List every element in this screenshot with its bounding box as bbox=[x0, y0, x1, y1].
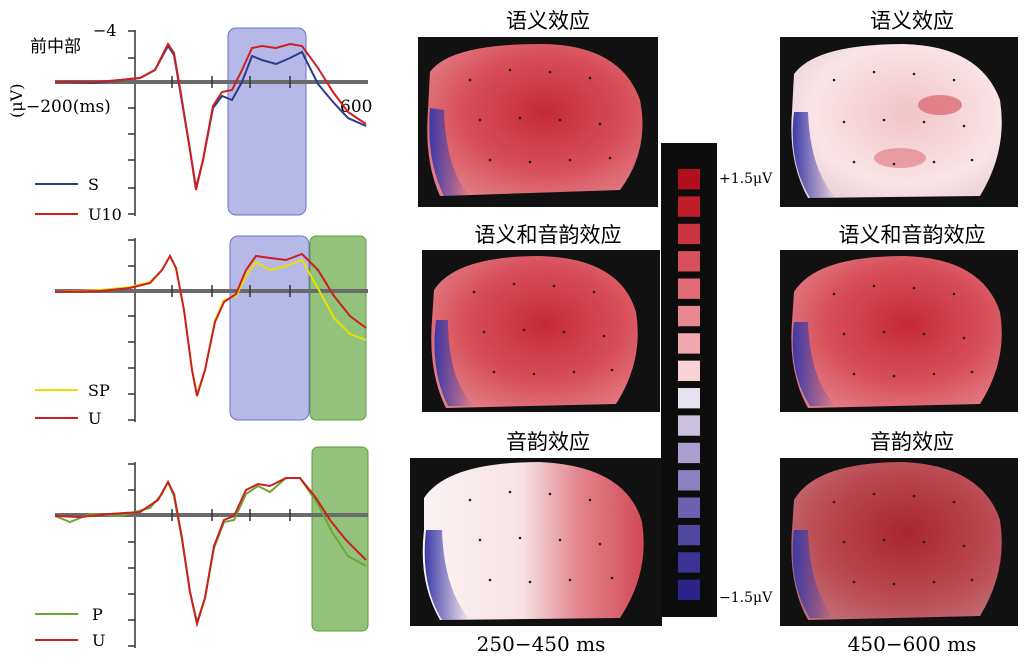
scale-swatch bbox=[678, 470, 700, 491]
unit-label: (μV) bbox=[7, 84, 26, 118]
scale-swatch bbox=[678, 524, 700, 546]
legend-label: U bbox=[88, 409, 101, 428]
waveform-U10 bbox=[55, 42, 367, 191]
topo-title: 语义效应 bbox=[506, 9, 590, 33]
time-window-highlight bbox=[309, 235, 367, 421]
legend-label: S bbox=[88, 175, 99, 194]
topo-map-both-250-450 bbox=[422, 250, 660, 412]
y-ticks bbox=[128, 463, 135, 647]
time-window-highlight bbox=[311, 446, 369, 632]
y-ticks bbox=[128, 30, 135, 215]
legend-label: U bbox=[92, 631, 105, 650]
scale-swatch bbox=[678, 196, 700, 217]
erp-panel-1: S U10 bbox=[35, 27, 368, 224]
time-window-highlight bbox=[229, 235, 310, 421]
topo-title: 语义效应 bbox=[870, 9, 954, 33]
y-tick-label: −4 bbox=[93, 21, 117, 40]
time-window-highlight bbox=[227, 27, 307, 216]
scale-swatch bbox=[678, 333, 700, 354]
scale-swatch bbox=[678, 442, 700, 464]
scale-min-label: −1.5μV bbox=[719, 590, 773, 606]
topo-title: 语义和音韵效应 bbox=[839, 223, 986, 247]
scale-swatches bbox=[678, 169, 700, 600]
y-ticks bbox=[128, 239, 135, 421]
scale-swatch bbox=[678, 415, 700, 436]
scale-swatch bbox=[678, 305, 700, 327]
time-label-right: 450−600 ms bbox=[848, 632, 977, 656]
scale-max-label: +1.5μV bbox=[719, 171, 773, 187]
waveform-U bbox=[54, 477, 367, 628]
legend-label: SP bbox=[88, 381, 110, 400]
legend-2: SP U bbox=[35, 381, 110, 428]
scale-swatch bbox=[678, 360, 700, 381]
scale-swatch bbox=[678, 579, 700, 600]
legend-label: U10 bbox=[88, 205, 122, 224]
topo-map-phonological-450-600 bbox=[780, 458, 1018, 626]
legend-1: S U10 bbox=[35, 175, 122, 224]
x-start-label: −200(ms) bbox=[26, 97, 111, 117]
legend-3: P U bbox=[35, 605, 105, 650]
x-ticks bbox=[171, 285, 291, 297]
topo-title: 音韵效应 bbox=[870, 430, 954, 454]
topo-map-phonological-250-450 bbox=[410, 458, 662, 626]
scale-swatch bbox=[678, 497, 700, 518]
erp-panel-3: P U bbox=[35, 446, 369, 650]
time-label-left: 250−450 ms bbox=[477, 632, 606, 656]
erp-region: 前中部 (μV) −4 −200(ms) 600 bbox=[7, 21, 372, 118]
waveform-U bbox=[54, 252, 367, 397]
x-ticks bbox=[171, 509, 291, 521]
color-scale: +1.5μV −1.5μV bbox=[661, 143, 773, 617]
region-label: 前中部 bbox=[30, 37, 81, 57]
scale-swatch bbox=[678, 278, 700, 299]
topo-title: 音韵效应 bbox=[506, 430, 590, 454]
scale-swatch bbox=[678, 388, 700, 409]
topo-map-semantic-250-450 bbox=[418, 37, 658, 207]
scale-swatch bbox=[678, 169, 700, 190]
x-ticks bbox=[171, 76, 291, 88]
topo-map-both-450-600 bbox=[780, 250, 1018, 412]
topo-title: 语义和音韵效应 bbox=[475, 223, 622, 247]
topo-map-semantic-450-600 bbox=[780, 37, 1018, 207]
scale-swatch bbox=[678, 552, 700, 573]
legend-label: P bbox=[92, 605, 103, 624]
scale-swatch bbox=[678, 251, 700, 272]
scale-swatch bbox=[678, 223, 700, 245]
erp-panel-2: SP U bbox=[35, 235, 368, 428]
